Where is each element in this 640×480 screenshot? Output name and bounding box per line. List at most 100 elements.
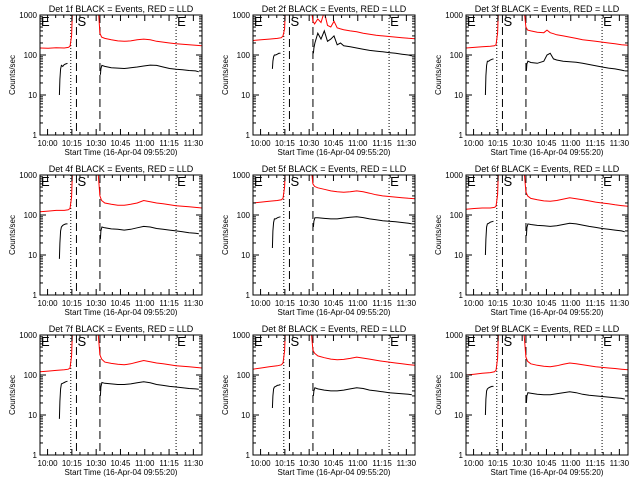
y-tick-label: 100 [450,51,464,60]
y-tick-label: 100 [237,211,251,220]
event-marker-label-s: S [77,174,86,189]
event-marker-label-s: S [77,14,86,29]
x-tick-label: 11:00 [561,299,581,308]
x-tick-label: 10:45 [536,139,557,148]
x-axis-label: Start Time (16-Apr-04 09:55:20) [65,148,178,157]
event-marker-label-s: S [503,174,512,189]
panel-det-5f: E S E 1 10 100 1000 10:00 10:15 10:30 10:45 11:00 11… [221,164,417,317]
panel-det-2f: E S E 1 10 100 1000 10:00 10:15 10:30 10:45 11:00 11… [221,4,417,157]
plot-frame [465,174,629,296]
x-tick-label: 10:00 [251,139,272,148]
y-tick-label: 1000 [19,171,37,180]
y-tick-label: 10 [241,251,250,260]
x-tick-label: 11:30 [184,139,204,148]
series-lld-line [40,15,202,49]
series-events-line-2 [525,52,625,72]
panel-title: Det 7f BLACK = Events, RED = LLD [49,324,194,334]
x-axis-label: Start Time (16-Apr-04 09:55:20) [491,308,604,317]
y-tick-label: 10 [28,411,37,420]
x-tick-label: 10:45 [110,299,131,308]
series-events-line-1 [484,220,494,256]
y-tick-label: 1 [246,451,251,460]
panel-det-4f: E S E 1 10 100 1000 10:00 10:15 10:30 10:45 11:00 11… [8,164,204,317]
panel-title: Det 4f BLACK = Events, RED = LLD [49,164,194,174]
x-tick-label: 10:30 [299,299,320,308]
series-events-line-2 [312,387,412,396]
panel-title: Det 1f BLACK = Events, RED = LLD [49,4,194,14]
y-tick-label: 100 [24,211,38,220]
x-tick-label: 11:15 [585,299,605,308]
plot-frame [39,174,203,296]
x-tick-label: 10:45 [536,299,557,308]
series-lld-line [466,175,628,210]
x-axis-label: Start Time (16-Apr-04 09:55:20) [278,148,391,157]
y-tick-label: 10 [454,251,463,260]
x-tick-label: 11:30 [397,139,417,148]
panel-title: Det 9f BLACK = Events, RED = LLD [475,324,620,334]
y-tick-label: 1 [246,131,251,140]
event-marker-label-e: E [41,334,50,349]
event-marker-label-e: E [467,14,476,29]
series-lld-line [253,335,415,370]
x-tick-label: 10:00 [251,299,272,308]
x-tick-label: 10:00 [38,299,59,308]
x-tick-label: 10:00 [464,459,485,468]
x-tick-label: 10:45 [110,459,131,468]
y-axis-label: Counts/sec [221,55,230,95]
plot-frame [465,334,629,456]
plot-frame [252,334,416,456]
series-events-line-2 [312,216,412,228]
x-tick-label: 11:15 [159,459,179,468]
x-tick-label: 11:15 [585,139,605,148]
x-tick-label: 10:30 [512,299,533,308]
series-lld-line [40,175,202,213]
x-tick-label: 11:30 [610,459,630,468]
event-marker-label-e: E [467,174,476,189]
plot-frame [465,14,629,136]
x-tick-label: 10:45 [536,459,557,468]
y-tick-label: 1 [459,131,464,140]
x-tick-label: 10:15 [275,299,296,308]
series-events-line-2 [99,381,199,396]
x-tick-label: 10:30 [86,459,107,468]
x-tick-label: 11:00 [135,139,155,148]
y-tick-label: 1000 [232,11,250,20]
event-marker-label-e: E [390,14,399,29]
x-axis-label: Start Time (16-Apr-04 09:55:20) [278,468,391,477]
plot-frame [252,174,416,296]
event-marker-label-e: E [177,174,186,189]
y-tick-label: 100 [237,371,251,380]
x-tick-label: 10:15 [488,459,509,468]
series-events-line-1 [484,58,494,96]
x-axis-label: Start Time (16-Apr-04 09:55:20) [491,468,604,477]
x-tick-label: 11:00 [561,139,581,148]
x-tick-label: 10:15 [488,139,509,148]
y-tick-label: 1 [246,291,251,300]
event-marker-label-s: S [290,14,299,29]
series-events-line-1 [58,380,68,419]
panel-det-6f: E S E 1 10 100 1000 10:00 10:15 10:30 10:45 11:00 11… [434,164,630,317]
series-events-line-1 [58,62,68,96]
x-tick-label: 10:15 [62,459,83,468]
y-axis-label: Counts/sec [221,375,230,415]
series-lld-line [466,15,628,49]
x-axis-label: Start Time (16-Apr-04 09:55:20) [65,468,178,477]
x-tick-label: 10:30 [299,139,320,148]
y-axis-label: Counts/sec [8,215,17,255]
x-tick-label: 10:30 [86,139,107,148]
series-events-line-1 [271,216,281,249]
y-tick-label: 1000 [445,11,463,20]
y-tick-label: 10 [241,411,250,420]
y-axis-label: Counts/sec [434,55,443,95]
y-tick-label: 1000 [19,331,37,340]
panel-title: Det 6f BLACK = Events, RED = LLD [475,164,620,174]
y-tick-label: 100 [237,51,251,60]
event-marker-label-e: E [254,174,263,189]
y-tick-label: 10 [454,411,463,420]
series-events-line-2 [312,29,412,57]
event-marker-label-e: E [254,14,263,29]
panel-det-8f: E S E 1 10 100 1000 10:00 10:15 10:30 10:45 11:00 11… [221,324,417,477]
event-marker-label-e: E [467,334,476,349]
panel-title: Det 5f BLACK = Events, RED = LLD [262,164,407,174]
event-marker-label-s: S [503,14,512,29]
